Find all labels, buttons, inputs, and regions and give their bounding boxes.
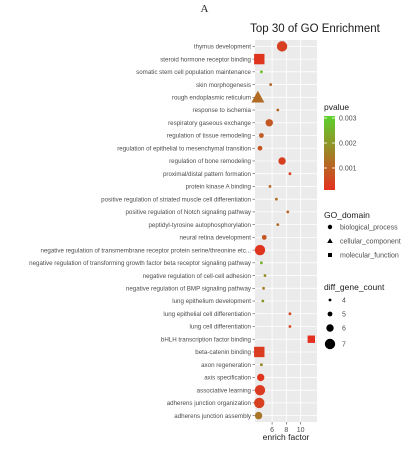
y-tick-label: negative regulation of BMP signaling pat… — [126, 286, 252, 293]
y-tick-label: negative regulation of transforming grow… — [29, 260, 252, 267]
data-point — [263, 274, 267, 277]
y-tick-label: lung epithelium development — [172, 298, 251, 305]
y-tick-label: beta-catenin binding — [195, 349, 251, 356]
data-point — [288, 172, 292, 176]
data-point — [274, 197, 278, 201]
data-point — [276, 41, 288, 52]
data-point — [257, 145, 263, 151]
pvalue-tick-label: 0.003 — [339, 116, 357, 123]
pvalue-tick-label: 0.001 — [339, 166, 357, 173]
y-tick-label: adherens junction assembly — [174, 413, 252, 420]
domain-legend-label: molecular_function — [340, 253, 399, 260]
size-legend-label: 5 — [342, 312, 346, 319]
data-point — [265, 119, 273, 127]
domain-legend-title: GO_domain — [324, 210, 370, 220]
y-tick-label: positive regulation of striated muscle c… — [101, 196, 251, 203]
data-point — [260, 363, 263, 367]
biological-process-icon — [327, 224, 333, 230]
data-point — [288, 312, 292, 316]
chart-title: Top 30 of GO Enrichment — [250, 23, 381, 35]
size-legend-title: diff_gene_count — [324, 282, 385, 292]
molecular-function-icon — [328, 253, 332, 257]
y-tick-label: protein kinase A binding — [186, 184, 252, 191]
data-point — [251, 90, 265, 103]
y-tick-label: response to ischemia — [193, 107, 252, 114]
data-point — [278, 157, 286, 165]
y-tick-label: proximal/distal pattern formation — [163, 171, 252, 178]
data-point — [307, 335, 315, 343]
data-point — [286, 210, 290, 214]
data-point — [254, 346, 265, 358]
data-point — [288, 325, 292, 328]
size-legend-label: 7 — [342, 342, 346, 349]
x-tick-label: 8 — [284, 427, 288, 434]
size-legend-dot — [324, 338, 336, 350]
data-point — [276, 108, 280, 112]
size-legend-dot — [328, 298, 332, 302]
y-tick-label: negative regulation of cell-cell adhesio… — [143, 273, 252, 280]
pvalue-tick-label: 0.002 — [339, 141, 357, 148]
data-point — [260, 261, 263, 265]
x-axis-title: enrich factor — [263, 432, 310, 442]
y-tick-label: adherens junction organization — [167, 400, 252, 407]
y-tick-label: neural retina development — [179, 235, 251, 242]
y-tick-label: regulation of bone remodeling — [169, 158, 251, 165]
data-point — [260, 70, 263, 74]
size-legend-dot — [326, 324, 334, 332]
y-tick-label: negative regulation of transmembrane rec… — [41, 247, 252, 254]
y-tick-label: axis specification — [204, 375, 251, 382]
data-point — [254, 244, 266, 256]
pvalue-colorbar — [324, 116, 335, 190]
data-point — [254, 411, 263, 420]
data-point — [269, 83, 273, 86]
y-tick-label: regulation of tissue remodeling — [167, 133, 252, 140]
x-tick-label: 6 — [270, 427, 274, 434]
y-tick-label: skin morphogenesis — [196, 82, 251, 89]
size-legend-label: 6 — [342, 326, 346, 333]
y-tick-label: lung cell differentiation — [190, 324, 252, 331]
y-tick-label: steroid hormone receptor binding — [160, 56, 251, 63]
x-tick-label: 10 — [297, 427, 305, 434]
domain-legend-label: cellular_component — [340, 239, 401, 246]
data-point — [276, 223, 280, 227]
domain-legend-label: biological_process — [340, 225, 398, 232]
y-tick-label: lung epithelial cell differentiation — [163, 311, 251, 318]
y-tick-label: regulation of epithelial to mesenchymal … — [117, 145, 251, 152]
y-tick-label: peptidyl-tyrosine autophosphorylation — [148, 222, 251, 229]
data-point — [261, 299, 265, 303]
pvalue-legend-title: pvalue — [324, 102, 349, 112]
y-tick-label: bHLH transcription factor binding — [161, 336, 252, 343]
data-point — [254, 384, 266, 396]
data-point — [257, 373, 265, 382]
size-legend-dot — [327, 311, 333, 317]
y-tick-label: associative learning — [197, 387, 252, 394]
y-tick-label: positive regulation of Notch signaling p… — [125, 209, 251, 216]
data-point — [262, 286, 265, 290]
data-point — [254, 53, 265, 65]
data-point — [259, 133, 264, 138]
y-tick-label: thymus development — [194, 44, 251, 51]
y-tick-label: rough endoplasmic reticulum — [172, 95, 251, 102]
size-legend-label: 4 — [342, 298, 346, 305]
y-tick-label: axon regeneration — [201, 362, 251, 369]
y-tick-label: respiratory gaseous exchange — [168, 120, 251, 127]
panel-label: A — [200, 3, 209, 15]
cellular-component-icon — [327, 238, 333, 243]
data-point — [268, 185, 272, 188]
y-tick-label: somatic stem cell population maintenance — [136, 69, 251, 76]
data-point — [261, 234, 267, 240]
data-point — [254, 397, 265, 409]
